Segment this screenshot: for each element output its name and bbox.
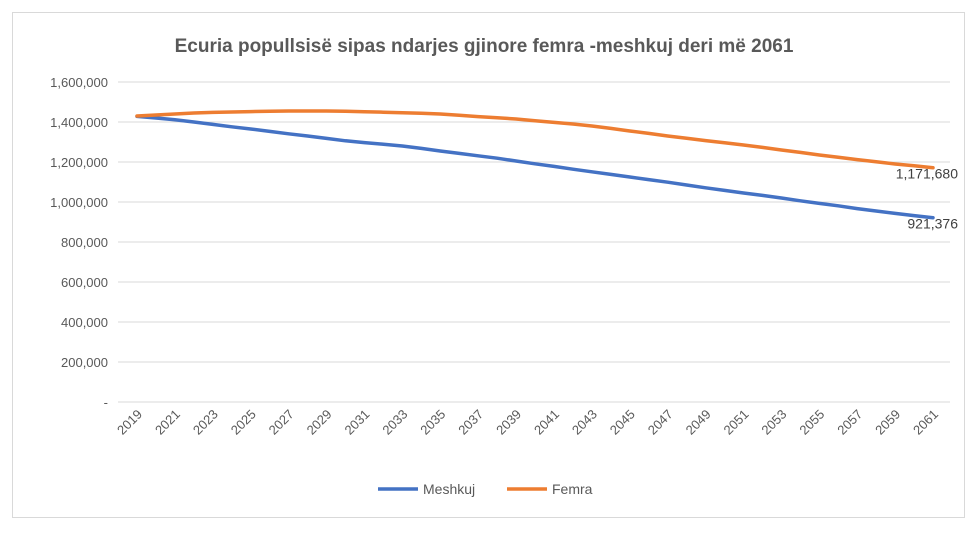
y-tick-label: - xyxy=(104,395,108,410)
x-tick-label: 2039 xyxy=(493,407,524,438)
x-tick-label: 2019 xyxy=(114,407,145,438)
y-tick-label: 1,000,000 xyxy=(50,195,108,210)
y-tick-label: 1,400,000 xyxy=(50,115,108,130)
y-tick-label: 400,000 xyxy=(61,315,108,330)
series-line-meshkuj xyxy=(135,114,935,220)
data-label-meshkuj: 921,376 xyxy=(907,216,958,232)
x-tick-label: 2055 xyxy=(796,407,827,438)
chart-title: Ecuria popullsisë sipas ndarjes gjinore … xyxy=(175,36,794,57)
x-tick-label: 2049 xyxy=(683,407,714,438)
data-label-femra: 1,171,680 xyxy=(896,166,958,182)
x-tick-label: 2021 xyxy=(152,407,183,438)
x-tick-label: 2033 xyxy=(379,407,410,438)
x-tick-label: 2027 xyxy=(266,407,297,438)
series-line-femra xyxy=(135,109,935,170)
y-tick-label: 800,000 xyxy=(61,235,108,250)
x-tick-label: 2045 xyxy=(607,407,638,438)
x-tick-label: 2061 xyxy=(910,407,941,438)
x-tick-label: 2037 xyxy=(455,407,486,438)
legend-label-femra: Femra xyxy=(552,481,593,497)
x-tick-label: 2035 xyxy=(417,407,448,438)
x-tick-label: 2057 xyxy=(834,407,865,438)
y-tick-label: 1,600,000 xyxy=(50,75,108,90)
x-tick-label: 2023 xyxy=(190,407,221,438)
y-tick-label: 200,000 xyxy=(61,355,108,370)
legend-label-meshkuj: Meshkuj xyxy=(423,481,475,497)
x-tick-label: 2041 xyxy=(531,407,562,438)
chart-frame xyxy=(12,12,965,518)
x-tick-label: 2059 xyxy=(872,407,903,438)
x-tick-label: 2051 xyxy=(721,407,752,438)
x-tick-label: 2029 xyxy=(304,407,335,438)
x-tick-label: 2043 xyxy=(569,407,600,438)
y-tick-label: 600,000 xyxy=(61,275,108,290)
x-tick-label: 2047 xyxy=(645,407,676,438)
x-tick-label: 2025 xyxy=(228,407,259,438)
y-tick-label: 1,200,000 xyxy=(50,155,108,170)
x-tick-label: 2031 xyxy=(341,407,372,438)
x-tick-label: 2053 xyxy=(758,407,789,438)
